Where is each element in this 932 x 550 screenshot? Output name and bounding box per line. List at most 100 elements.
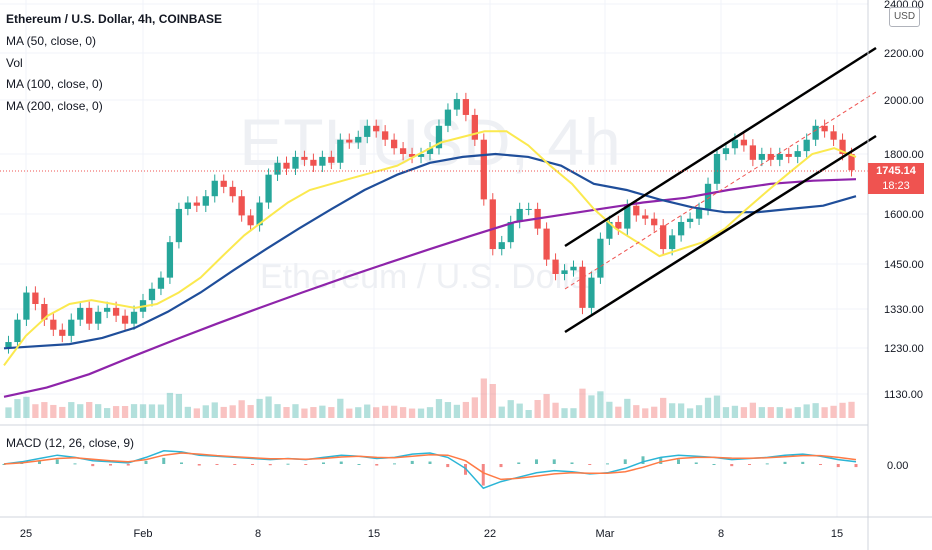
candle-body xyxy=(59,329,66,336)
volume-bar xyxy=(561,408,568,418)
macd-histogram-bar xyxy=(517,462,521,464)
volume-bar xyxy=(373,407,380,418)
candle-body xyxy=(462,99,470,115)
candle-body xyxy=(498,242,505,250)
macd-histogram-bar xyxy=(180,462,183,464)
candle-body xyxy=(319,156,326,166)
macd-histogram-bar xyxy=(73,463,77,465)
macd-histogram-bar xyxy=(322,462,325,464)
volume-bar xyxy=(677,403,685,418)
volume-bar xyxy=(713,395,721,418)
volume-bar xyxy=(498,406,505,418)
volume-bar xyxy=(471,397,478,418)
volume-bar xyxy=(669,403,676,418)
candle-body xyxy=(166,242,174,278)
volume-bar xyxy=(130,404,138,418)
candle-body xyxy=(426,148,434,154)
x-tick-label: 15 xyxy=(368,528,380,540)
volume-bar xyxy=(480,378,487,418)
macd-histogram-bar xyxy=(38,460,41,464)
volume-bar xyxy=(175,393,183,418)
currency-button[interactable]: USD xyxy=(889,7,920,27)
candle-body xyxy=(202,196,209,206)
macd-histogram-bar xyxy=(428,461,432,464)
channel-midline xyxy=(564,91,877,290)
volume-bar xyxy=(444,402,452,418)
macd-histogram-bar xyxy=(126,464,130,466)
candle-body xyxy=(130,311,138,324)
legend-ma100[interactable]: MA (100, close, 0) xyxy=(6,77,103,91)
candle-body xyxy=(229,186,236,197)
macd-histogram-bar xyxy=(481,464,485,486)
volume-bar xyxy=(848,401,855,418)
bar-countdown: 18:23 xyxy=(868,179,924,194)
price-axis[interactable]: 2400.00 2200.00 2000.00 1800.00 1600.00 1450.… xyxy=(884,0,924,472)
volume-bar xyxy=(157,404,165,418)
volume-bar xyxy=(184,406,191,418)
macd-histogram-bar xyxy=(765,463,769,465)
candle-body xyxy=(41,304,48,320)
candle-body xyxy=(23,292,30,320)
candle-body xyxy=(337,139,344,163)
candle-body xyxy=(390,139,398,149)
candle-body xyxy=(615,221,622,229)
candle-body xyxy=(292,156,299,169)
volume-bar xyxy=(211,402,218,418)
macd-histogram-bar xyxy=(730,464,734,467)
channel-upper-line xyxy=(564,46,877,248)
volume-bar xyxy=(606,401,613,418)
candle-body xyxy=(86,307,93,324)
volume-bar xyxy=(543,394,550,418)
legend-ma200[interactable]: MA (200, close, 0) xyxy=(6,99,103,113)
candle-body xyxy=(184,202,191,209)
macd-histogram-bar xyxy=(499,464,503,468)
macd-histogram-bar xyxy=(144,460,148,464)
volume-bar xyxy=(202,405,209,418)
volume-bar xyxy=(292,404,299,418)
volume-bar xyxy=(740,407,748,418)
volume-bar xyxy=(597,391,604,418)
volume-bar xyxy=(265,396,272,418)
volume-bar xyxy=(86,402,93,418)
y-tick-label: 2200.00 xyxy=(884,48,924,60)
x-tick-label: 15 xyxy=(831,528,843,540)
candle-body xyxy=(444,109,452,126)
time-axis[interactable]: 25 Feb 8 15 22 Mar 8 15 xyxy=(20,528,843,540)
candle-body xyxy=(543,228,550,260)
candle-body xyxy=(301,156,308,160)
macd-histogram-bar xyxy=(446,464,450,468)
volume-bar xyxy=(776,407,783,418)
volume-bar xyxy=(337,398,344,418)
volume-bar xyxy=(68,402,75,418)
legend-vol[interactable]: Vol xyxy=(6,56,23,70)
candle-body xyxy=(328,156,335,163)
channel-lower-line xyxy=(564,134,877,334)
candle-body xyxy=(633,205,640,216)
x-tick-label: 22 xyxy=(484,528,496,540)
candle-body xyxy=(435,125,443,149)
candle-body xyxy=(767,154,774,160)
candle-body xyxy=(579,266,586,308)
candle-body xyxy=(77,307,84,320)
volume-bar xyxy=(803,404,810,418)
volume-bar xyxy=(695,405,703,418)
macd-histogram-bar xyxy=(251,464,254,465)
volume-bar xyxy=(624,398,631,418)
candle-body xyxy=(597,238,604,278)
volume-bar xyxy=(588,395,595,418)
volume-bar xyxy=(193,408,200,418)
macd-histogram-bar xyxy=(712,464,716,465)
ma100-line xyxy=(3,152,857,350)
candle-body xyxy=(364,125,371,137)
candle-body xyxy=(346,139,353,143)
volume-bar xyxy=(579,388,586,418)
volume-bar xyxy=(390,405,398,418)
volume-bar xyxy=(615,406,622,418)
legend-macd[interactable]: MACD (12, 26, close, 9) xyxy=(6,436,135,450)
macd-histogram-bar xyxy=(641,456,645,464)
volume-bar xyxy=(794,407,801,418)
candle-body xyxy=(651,218,658,226)
candle-body xyxy=(382,131,389,140)
legend-ma50[interactable]: MA (50, close, 0) xyxy=(6,34,97,48)
